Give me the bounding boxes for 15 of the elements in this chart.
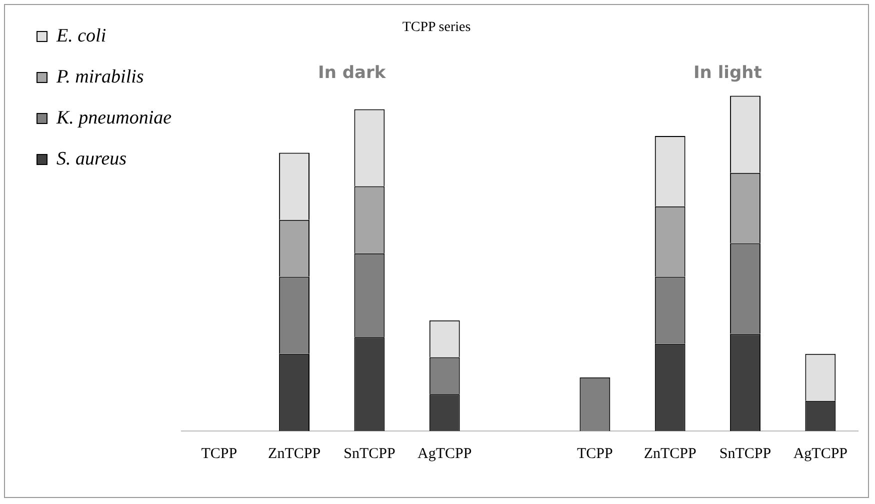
x-tick-label: SnTCPP (719, 446, 772, 462)
x-tick-label: ZnTCPP (268, 446, 321, 462)
x-tick-label: TCPP (201, 446, 238, 462)
x-tick-label: SnTCPP (344, 446, 396, 462)
legend-label: S. aureus (56, 148, 127, 170)
x-tick-label: AgTCPP (418, 446, 472, 462)
x-tick-label: AgTCPP (793, 446, 848, 462)
text: In dark (318, 62, 386, 83)
x-tick-label: TCPP (577, 446, 613, 462)
x-tick-label: ZnTCPP (644, 446, 696, 462)
legend-label: P. mirabilis (56, 66, 144, 88)
text: In light (693, 62, 762, 83)
chart-title: TCPP series (402, 20, 471, 36)
legend-label: K. pneumoniae (56, 108, 172, 128)
legend-label: E. coli (56, 26, 106, 46)
